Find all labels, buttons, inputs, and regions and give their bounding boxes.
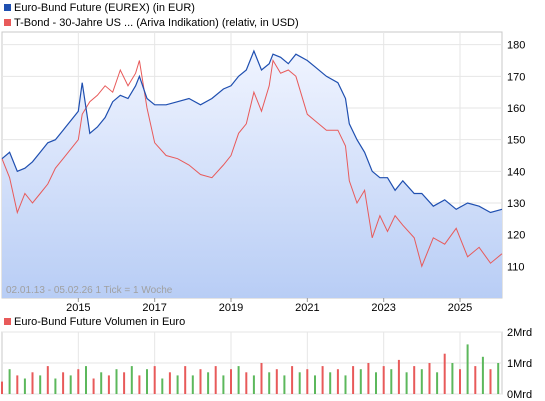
volume-bar [92,378,95,394]
volume-bar [214,366,217,394]
x-tick-label: 2015 [66,302,90,314]
volume-bar [176,375,179,394]
volume-y-tick-label: 2Mrd [507,327,532,339]
legend-swatch-tbond [4,19,11,26]
range-note: 02.01.13 - 05.02.26 1 Tick = 1 Woche [6,285,173,296]
volume-bar [352,366,355,394]
volume-bar [107,375,110,394]
x-tick-label: 2023 [371,302,395,314]
volume-y-tick-label: 1Mrd [507,358,532,370]
volume-bar [283,375,286,394]
volume-bar [481,356,484,394]
volume-bar [428,363,431,394]
legend-label-tbond: T-Bond - 30-Jahre US ... (Ariva Indikati… [14,17,299,29]
volume-bar [85,366,87,394]
x-tick-label: 2017 [142,302,166,314]
x-tick-label: 2019 [219,302,243,314]
series-line-tbond [1,59,503,268]
volume-bar [436,372,439,394]
legend-swatch-bund [4,4,11,11]
volume-bar [321,366,324,394]
volume-bar [413,366,416,394]
volume-bar [443,353,446,394]
volume-bar [161,378,164,394]
volume-bar [8,369,11,394]
volume-bar [1,381,3,394]
volume-bar [474,366,477,394]
y-tick-label: 120 [507,230,525,242]
volume-bar [252,375,255,394]
volume-bar [382,366,385,394]
volume-bar [153,366,156,394]
volume-bar [77,369,80,394]
volume-bar [359,369,362,394]
series-area-fill [2,51,502,298]
volume-bar [390,369,393,394]
legend-label-volume: Euro-Bund Future Volumen in Euro [14,316,185,328]
volume-bar [230,369,232,394]
volume-y-axis-ticks: 0Mrd 1Mrd 2Mrd [507,327,532,401]
x-tick-label: 2021 [295,302,319,314]
volume-bar [123,372,126,394]
volume-bar [268,372,271,394]
y-axis-ticks: 110 120 130 140 150 160 170 180 [507,40,525,274]
volume-bar [23,378,26,394]
volume-bars [1,344,500,394]
y-tick-label: 160 [507,103,525,115]
volume-bar [222,375,225,394]
volume-bar [184,366,187,394]
volume-bar [138,375,141,394]
volume-bar [54,378,57,394]
legend-label-bund: Euro-Bund Future (EUREX) (in EUR) [14,2,195,14]
volume-bar [39,375,42,394]
y-tick-label: 140 [507,166,525,178]
volume-bar [497,363,500,394]
volume-bar [100,372,103,394]
volume-bar [367,363,370,394]
volume-bar [344,375,347,394]
volume-bar [207,372,210,394]
volume-bar [451,363,454,394]
volume-bar [375,372,377,394]
volume-bar [69,375,72,394]
volume-y-tick-label: 0Mrd [507,389,532,401]
volume-bar [459,369,461,394]
x-axis-ticks: 2015 2017 2019 2021 2023 2025 [66,298,472,314]
volume-bar [115,369,118,394]
legend-swatch-volume [4,318,11,325]
volume-bar [46,366,49,394]
y-tick-label: 170 [507,71,525,83]
series-line-bund [1,49,503,214]
x-tick-label: 2025 [448,302,472,314]
y-tick-label: 130 [507,198,525,210]
volume-bar [237,366,240,394]
volume-bar [62,372,65,394]
volume-bar [298,372,301,394]
volume-bar [466,344,469,394]
volume-bar [168,372,171,394]
y-tick-label: 180 [507,40,525,52]
volume-bar [306,369,309,394]
y-tick-label: 110 [507,261,525,273]
volume-bar [31,372,34,394]
volume-bar [146,369,148,394]
volume-bar [397,359,400,394]
volume-bar [336,369,339,394]
volume-bar [199,369,202,394]
volume-bar [245,372,248,394]
volume-bar [16,375,19,394]
volume-bar [489,369,492,394]
volume-bar [191,375,194,394]
volume-bar [405,372,408,394]
volume-bar [314,375,316,394]
volume-bar [260,363,263,394]
volume-bar [329,372,332,394]
volume-bar [130,366,133,394]
volume-bar [420,369,423,394]
volume-bar [291,366,294,394]
y-tick-label: 150 [507,135,525,147]
volume-bar [275,369,278,394]
